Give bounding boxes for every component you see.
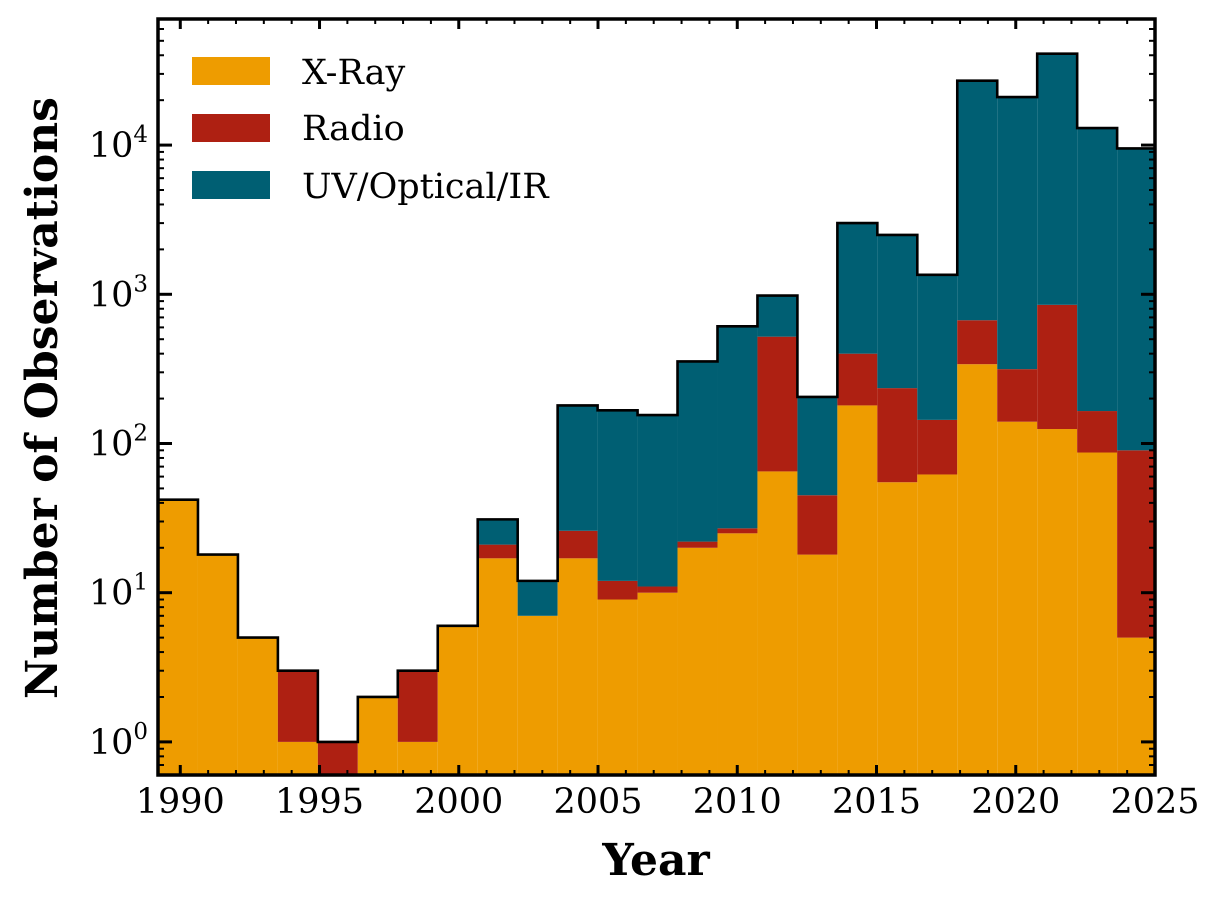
x-tick-label: 2015 (832, 782, 921, 822)
bar-radio-11 (597, 580, 638, 600)
bar-uv-optical-ir-16 (797, 396, 838, 496)
y-tick-label: 103 (89, 271, 148, 315)
y-tick-label: 104 (89, 122, 148, 166)
bar-radio-20 (957, 320, 998, 365)
bar-radio-19 (917, 419, 958, 475)
x-tick-label: 1995 (275, 782, 364, 822)
bar-uv-optical-ir-23 (1077, 128, 1118, 412)
bar-x-ray-15 (757, 471, 798, 775)
bar-x-ray-1 (197, 554, 238, 775)
x-tick-label: 2005 (553, 782, 642, 822)
bar-uv-optical-ir-21 (997, 97, 1038, 370)
bar-radio-16 (797, 495, 838, 555)
x-tick-label: 2010 (693, 782, 782, 822)
bar-x-ray-16 (797, 554, 838, 775)
bar-x-ray-7 (437, 625, 478, 775)
bar-x-ray-3 (277, 741, 318, 775)
bar-x-ray-24 (1117, 637, 1155, 775)
bar-x-ray-5 (357, 696, 398, 775)
bar-x-ray-10 (557, 558, 598, 775)
legend: X-Ray Radio UV/Optical/IR (192, 53, 550, 207)
bar-radio-10 (557, 530, 598, 559)
legend-label-xray: X-Ray (302, 53, 406, 93)
bar-uv-optical-ir-19 (917, 274, 958, 420)
bar-uv-optical-ir-8 (477, 519, 518, 545)
bar-x-ray-0 (158, 499, 198, 775)
bar-uv-optical-ir-13 (677, 361, 718, 542)
bar-x-ray-6 (397, 741, 438, 775)
bar-radio-8 (477, 544, 518, 559)
bar-radio-18 (877, 388, 918, 483)
bar-x-ray-21 (997, 421, 1038, 775)
x-tick-labels: 1990 1995 2000 2005 2010 2015 2020 2025 (136, 782, 1200, 822)
x-axis-title: Year (601, 835, 710, 886)
x-tick-label: 2020 (971, 782, 1060, 822)
bar-uv-optical-ir-24 (1117, 148, 1155, 451)
x-tick-label: 2000 (414, 782, 503, 822)
plot-frame (156, 17, 1157, 777)
bar-radio-23 (1077, 411, 1118, 453)
bar-uv-optical-ir-10 (557, 405, 598, 531)
bar-radio-12 (637, 586, 678, 593)
bar-radio-14 (717, 528, 758, 534)
x-tick-label: 2025 (1110, 782, 1199, 822)
bar-radio-4 (317, 741, 358, 775)
bar-x-ray-23 (1077, 452, 1118, 775)
legend-label-radio: Radio (302, 109, 405, 149)
bar-radio-6 (397, 670, 438, 742)
bar-x-ray-8 (477, 558, 518, 775)
bar-uv-optical-ir-20 (957, 80, 998, 321)
bar-x-ray-13 (677, 547, 718, 775)
legend-swatch-uv-optical-ir (192, 171, 270, 199)
bar-x-ray-12 (637, 592, 678, 775)
bar-x-ray-9 (517, 615, 558, 775)
legend-label-uv-optical-ir: UV/Optical/IR (302, 167, 550, 207)
bar-x-ray-14 (717, 533, 758, 775)
bar-x-ray-18 (877, 482, 918, 775)
bar-uv-optical-ir-14 (717, 326, 758, 529)
y-tick-label: 101 (89, 570, 148, 614)
bar-uv-optical-ir-9 (517, 580, 558, 616)
bar-uv-optical-ir-15 (757, 295, 798, 337)
y-axis-title: Number of Observations (17, 97, 68, 699)
bar-x-ray-22 (1037, 429, 1078, 775)
bar-radio-24 (1117, 450, 1155, 638)
bar-radio-3 (277, 670, 318, 742)
bar-uv-optical-ir-22 (1037, 53, 1078, 305)
x-tick-label: 1990 (136, 782, 225, 822)
y-tick-label: 102 (89, 420, 148, 464)
bar-x-ray-11 (597, 599, 638, 775)
bar-uv-optical-ir-12 (637, 415, 678, 587)
bar-x-ray-19 (917, 474, 958, 775)
bar-radio-15 (757, 336, 798, 472)
bar-radio-17 (837, 353, 878, 406)
legend-swatch-xray (192, 57, 270, 85)
bar-uv-optical-ir-11 (597, 410, 638, 581)
bar-x-ray-17 (837, 405, 878, 775)
legend-swatch-radio (192, 114, 270, 142)
y-tick-labels: 100 101 102 103 104 (89, 122, 148, 763)
bar-uv-optical-ir-18 (877, 234, 918, 389)
bar-radio-13 (677, 541, 718, 548)
bar-radio-22 (1037, 304, 1078, 430)
bars-layer (158, 53, 1155, 775)
total-outline (156, 52, 1155, 775)
bar-x-ray-2 (237, 637, 278, 775)
bar-x-ray-20 (957, 364, 998, 775)
bar-radio-21 (997, 369, 1038, 422)
y-tick-label: 100 (89, 719, 148, 763)
bar-uv-optical-ir-17 (837, 223, 878, 354)
